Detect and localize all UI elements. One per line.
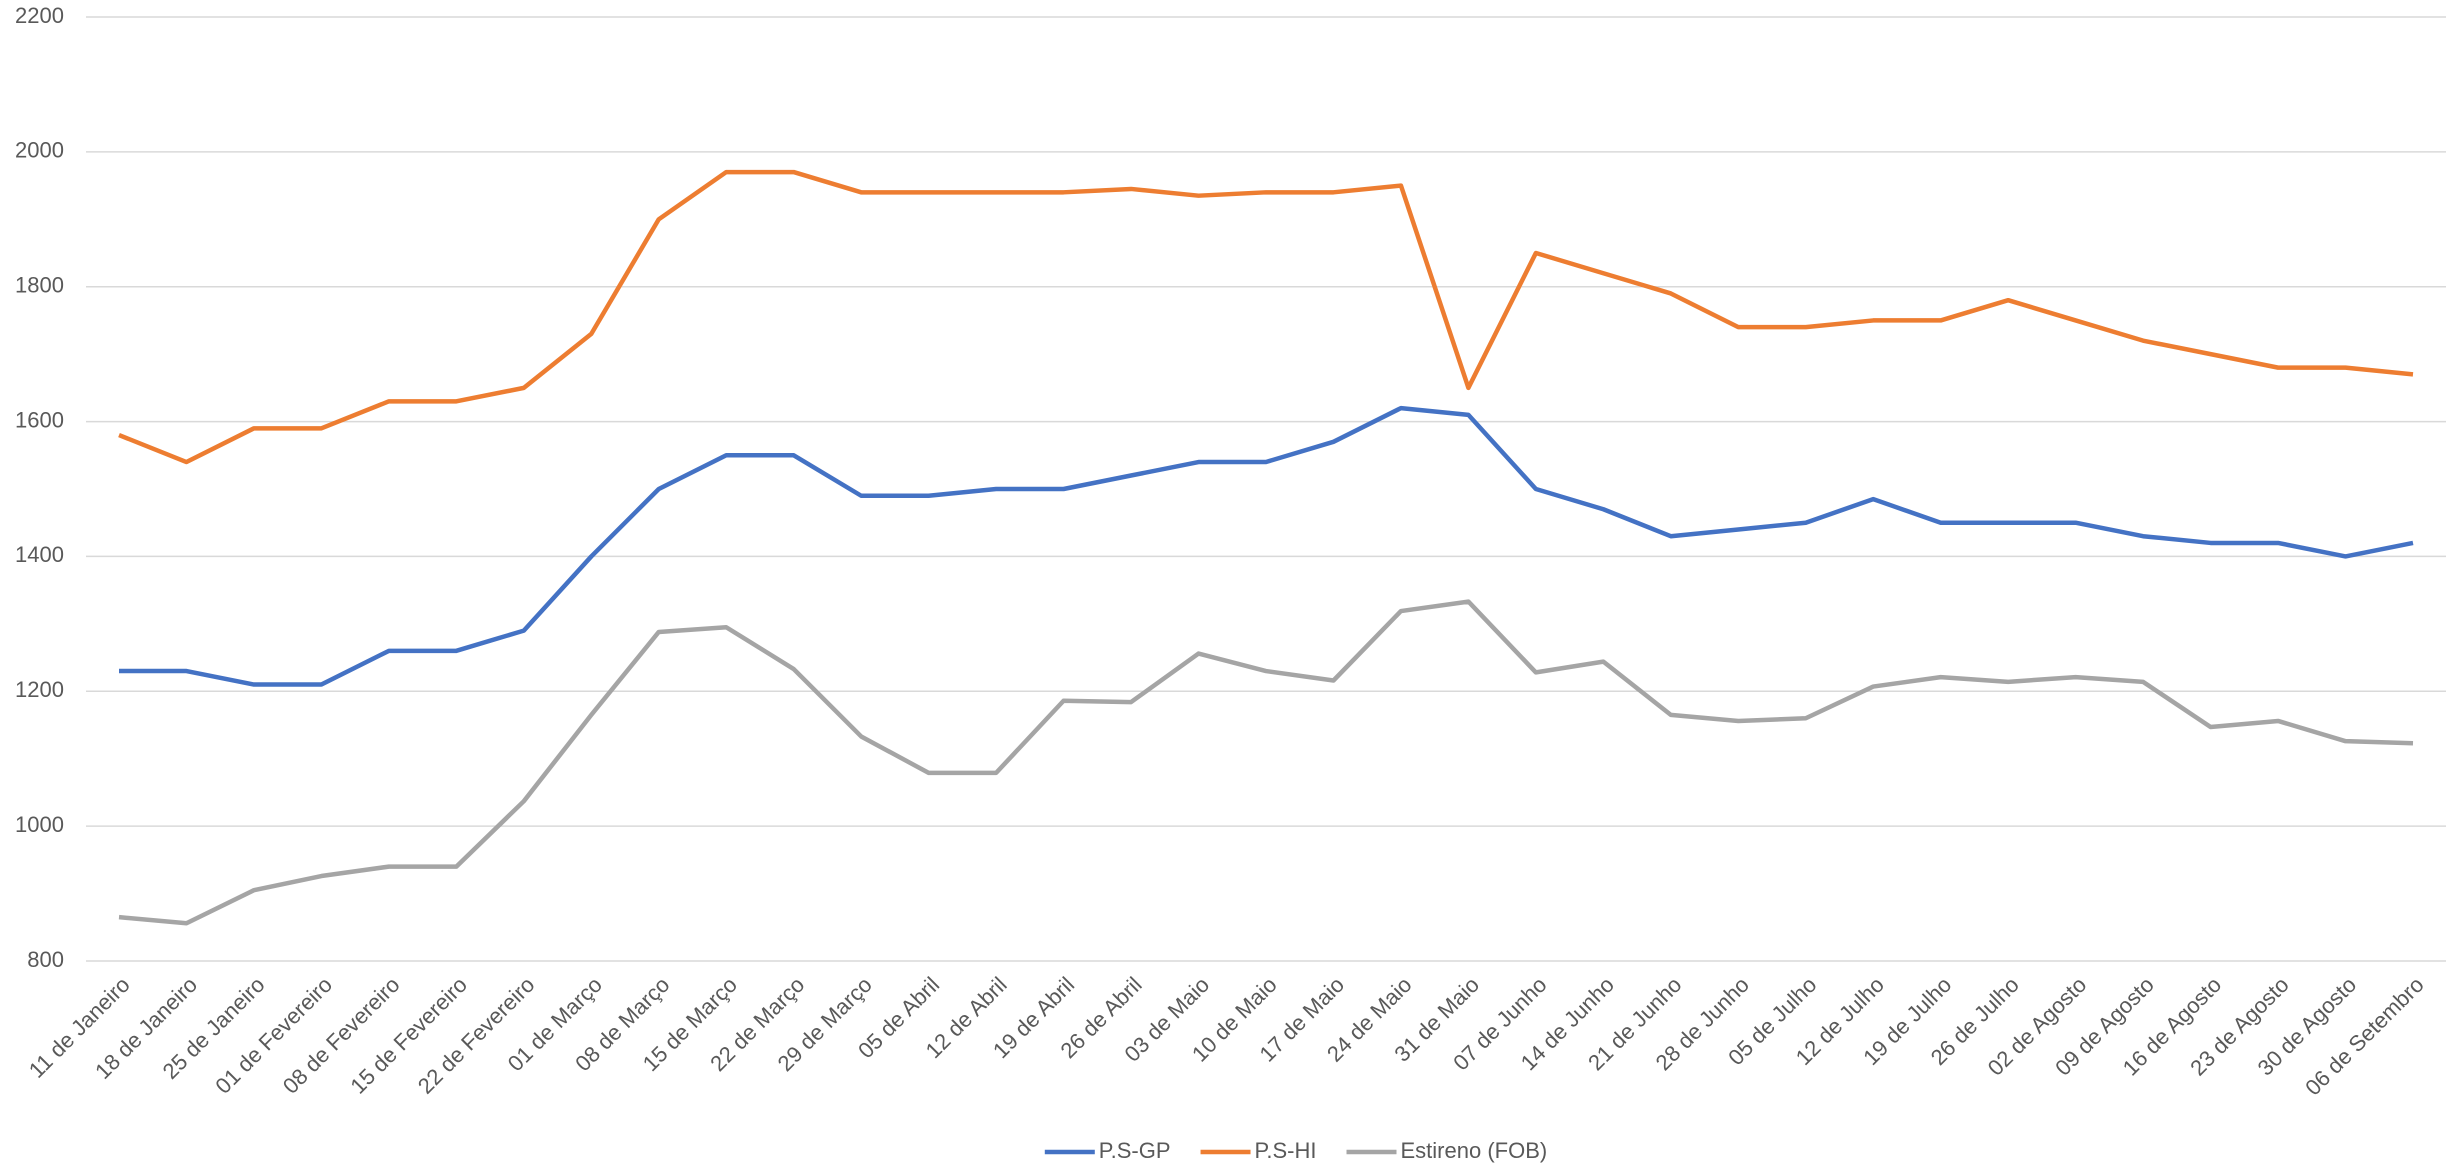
x-tick-label: 01 de Fevereiro: [210, 972, 337, 1099]
y-tick-label: 2000: [15, 138, 64, 163]
x-tick-label: 15 de Fevereiro: [345, 972, 472, 1099]
series-line: [119, 405, 2414, 687]
x-tick-label: 22 de Fevereiro: [413, 972, 540, 1099]
legend-label: Estireno (FOB): [1401, 1138, 1548, 1163]
y-tick-label: 1600: [15, 407, 64, 432]
series-line: [118, 599, 2414, 926]
y-tick-label: 1200: [15, 677, 64, 702]
y-tick-label: 2200: [15, 3, 64, 28]
x-tick-label: 06 de Setembro: [2300, 972, 2428, 1100]
legend-label: P.S-GP: [1099, 1138, 1171, 1163]
y-tick-label: 1800: [15, 273, 64, 298]
x-tick-label: 08 de Fevereiro: [278, 972, 405, 1099]
series-line: [118, 169, 2414, 465]
legend-label: P.S-HI: [1255, 1138, 1317, 1163]
y-tick-label: 1000: [15, 812, 64, 837]
y-tick-label: 800: [27, 947, 64, 972]
y-tick-label: 1400: [15, 542, 64, 567]
